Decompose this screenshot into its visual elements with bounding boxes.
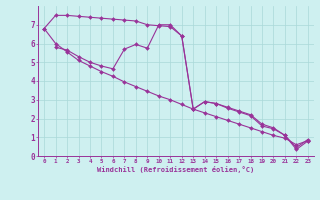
X-axis label: Windchill (Refroidissement éolien,°C): Windchill (Refroidissement éolien,°C) bbox=[97, 166, 255, 173]
